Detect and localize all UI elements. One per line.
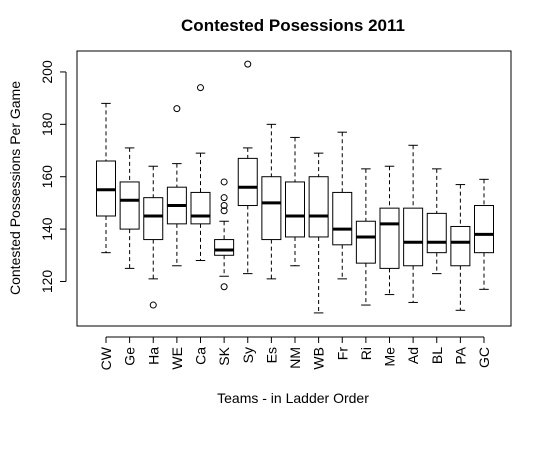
x-tick-label: Ca [193,347,209,365]
outlier-point [220,202,228,210]
box-iqr [119,181,140,230]
x-tick-label: CW [98,346,114,370]
outlier-point [220,194,228,202]
box-iqr [403,207,424,267]
plot-frame [76,50,512,327]
x-tick-label: Ad [405,347,421,364]
x-tick-label: SK [216,346,232,365]
y-tick-label: 120 [39,270,55,294]
boxes-group [96,60,494,314]
box-Ad [403,144,424,303]
y-tick-label: 140 [39,217,55,241]
box-Fr [332,131,353,280]
box-iqr [450,225,471,267]
y-axis-label: Contested Possessions Per Game [7,81,23,295]
box-Ge [119,147,140,269]
box-iqr [237,157,258,207]
x-tick-label: NM [287,347,303,369]
x-axis-label: Teams - in Ladder Order [217,390,369,406]
x-tick-label: BL [429,347,445,364]
x-tick-label: WB [311,347,327,370]
box-iqr [426,212,447,254]
x-tick-label: WE [169,347,185,370]
box-Ha [143,165,164,309]
box-Es [261,123,282,280]
box-Ri [355,168,376,306]
box-iqr [308,176,329,238]
box-PA [450,184,471,311]
box-iqr [474,205,494,254]
box-iqr [261,176,282,241]
x-tick-label: Me [382,347,398,367]
outlier-point [244,60,252,68]
x-tick-label: Sy [240,347,256,363]
x-tick-label: Ri [358,347,374,360]
x-tick-label: Ha [145,347,161,365]
x-axis: CW Ge Ha WE Ca SK Sy Es NM WB Fr Ri Me Ad BL PA GC [98,336,492,370]
y-tick-label: 200 [39,60,55,84]
box-iqr [285,181,305,238]
y-axis: 120 140 160 180 200 [39,60,67,294]
box-NM [285,136,305,267]
outlier-point [220,207,228,215]
x-tick-label: Ge [122,347,138,366]
box-GC [474,178,494,290]
outlier-point [220,283,228,291]
box-Sy [237,60,258,275]
x-tick-label: GC [476,347,492,368]
x-tick-label: Es [263,347,279,363]
box-iqr [190,191,211,225]
outlier-point [149,301,157,309]
y-tick-label: 180 [39,112,55,136]
x-tick-label: PA [452,346,468,364]
box-iqr [379,207,400,269]
chart-title: Contested Posessions 2011 [181,16,405,35]
box-Ca [190,84,211,262]
y-tick-label: 160 [39,165,55,189]
outlier-point [197,84,204,92]
box-WB [308,152,329,314]
box-iqr [355,220,376,264]
box-iqr [214,239,235,256]
box-Me [379,165,400,296]
box-SK [214,178,235,291]
outlier-point [220,178,228,186]
outlier-point [173,105,181,113]
box-CW [96,102,116,254]
box-iqr [143,197,164,241]
box-iqr [332,191,353,246]
box-WE [166,105,187,267]
box-BL [426,168,447,275]
x-tick-label: Fr [334,347,350,361]
